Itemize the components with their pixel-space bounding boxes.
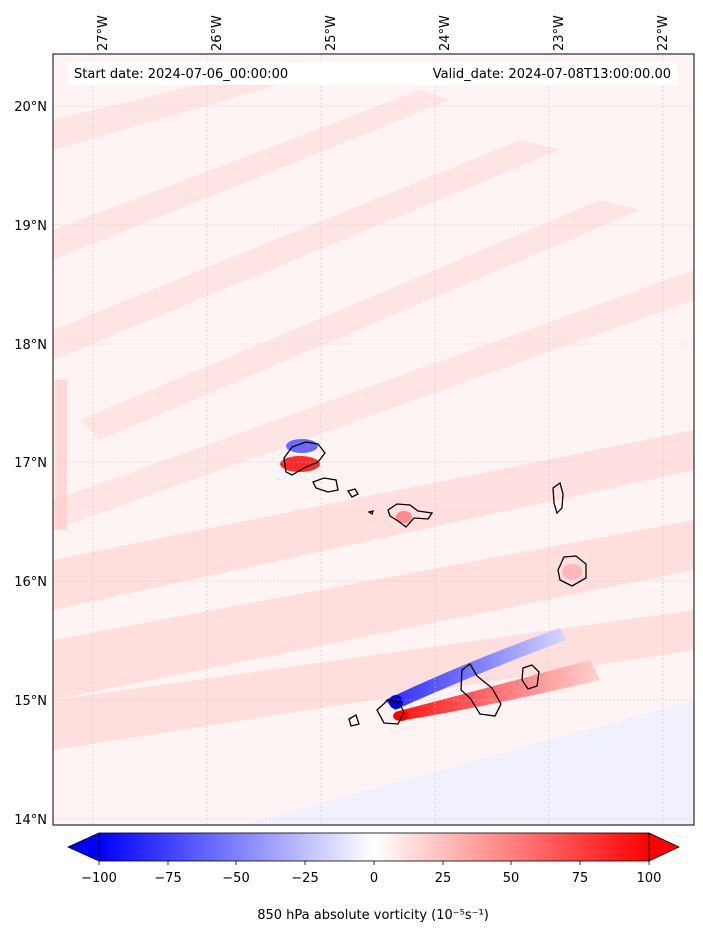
- map-gridlines: [53, 54, 694, 825]
- lon-tick-label: 24°W: [438, 15, 453, 51]
- date-info-box: [67, 62, 678, 85]
- island-branco: [367, 510, 374, 516]
- lat-tick-label: 16°N: [14, 575, 47, 590]
- map-panel: Start date: 2024-07-06_00:00:00 Valid_da…: [52, 53, 695, 826]
- map-frame: [52, 53, 695, 826]
- lat-tick-label: 14°N: [14, 813, 47, 828]
- start-date-text: Start date: 2024-07-06_00:00:00: [74, 67, 288, 82]
- colorbar-tick-label: 0: [370, 871, 378, 886]
- colorbar: −100 −75 −50 −25 0 25 50 75 100 850 hPa …: [67, 832, 680, 923]
- island-sao-vicente: [312, 477, 339, 493]
- vorticity-field: [53, 60, 694, 825]
- lon-tick-label: 26°W: [210, 15, 225, 51]
- colorbar-tick-label: 75: [572, 871, 589, 886]
- colorbar-high-extend: [648, 832, 680, 862]
- colorbar-tick-label: −25: [291, 871, 318, 886]
- colorbar-gradient: [99, 833, 649, 861]
- island-sal: [552, 481, 564, 515]
- island-boa-vista: [557, 555, 587, 587]
- latitude-tick-labels: 20°N 19°N 18°N 17°N 16°N 15°N 14°N: [14, 100, 47, 828]
- island-brava: [348, 714, 360, 727]
- coastlines: [283, 441, 587, 727]
- lon-tick-label: 25°W: [324, 15, 339, 51]
- colorbar-tick-label: −100: [81, 871, 117, 886]
- colorbar-tick-label: 50: [503, 871, 520, 886]
- valid-date-text: Valid_date: 2024-07-08T13:00:00.00: [433, 67, 671, 82]
- longitude-tick-labels: 27°W 26°W 25°W 24°W 23°W 22°W: [96, 15, 671, 51]
- island-santo-antao: [283, 441, 326, 476]
- island-sao-nicolau: [387, 503, 434, 528]
- lon-tick-label: 27°W: [96, 15, 111, 51]
- island-fogo: [376, 699, 405, 725]
- lat-tick-label: 19°N: [14, 219, 47, 234]
- colorbar-tick-label: −75: [154, 871, 181, 886]
- lat-tick-label: 15°N: [14, 694, 47, 709]
- lon-tick-label: 22°W: [656, 15, 671, 51]
- island-maio: [521, 664, 540, 690]
- island-santiago: [460, 663, 502, 717]
- colorbar-tick-label: 100: [637, 871, 662, 886]
- lat-tick-label: 18°N: [14, 338, 47, 353]
- island-santa-luzia: [346, 488, 359, 498]
- colorbar-tick-label: −50: [222, 871, 249, 886]
- colorbar-low-extend: [67, 832, 100, 862]
- colorbar-tick-label: 25: [435, 871, 452, 886]
- lon-tick-label: 23°W: [552, 15, 567, 51]
- lat-tick-label: 20°N: [14, 100, 47, 115]
- lat-tick-label: 17°N: [14, 456, 47, 471]
- colorbar-label: 850 hPa absolute vorticity (10⁻⁵s⁻¹): [257, 908, 489, 923]
